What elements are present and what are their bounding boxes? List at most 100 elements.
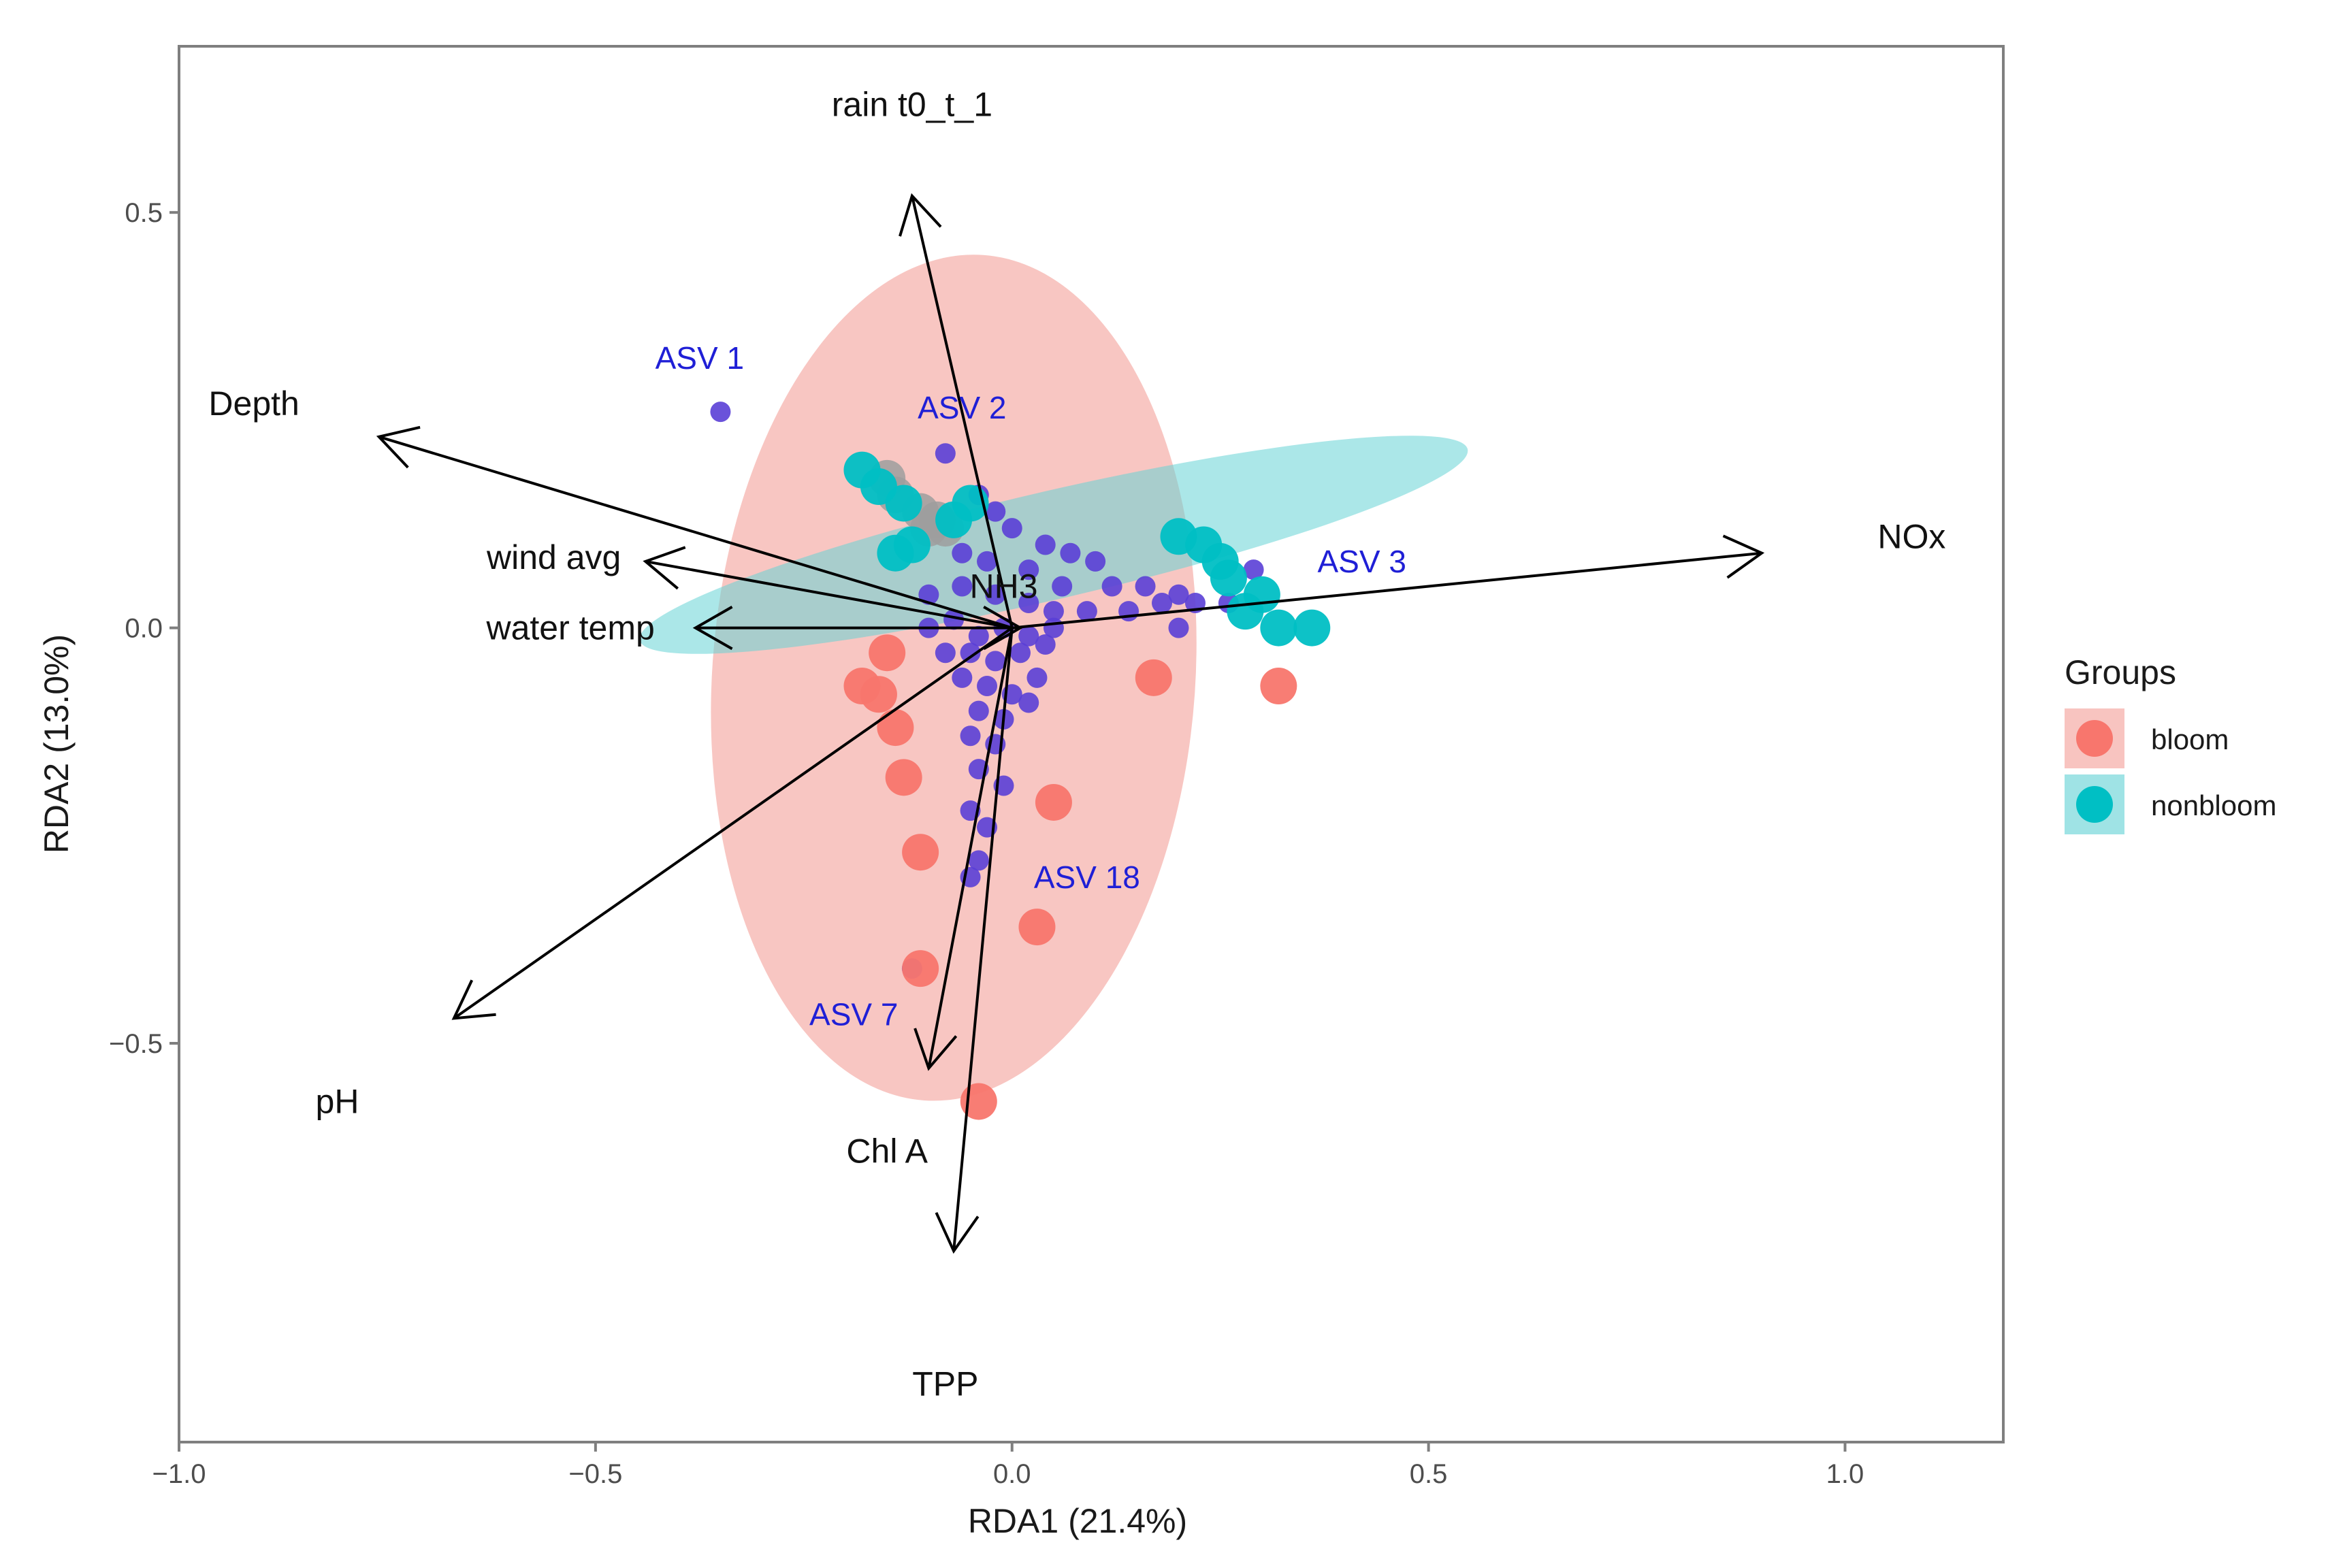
env-vector-rain-t0-t-1 (899, 193, 1014, 629)
env-vector-layer (376, 193, 1765, 1254)
species-point (1052, 576, 1073, 597)
species-point (1018, 559, 1039, 581)
species-point (960, 642, 981, 664)
env-vector-nox (1012, 534, 1765, 630)
species-point (1060, 542, 1081, 564)
species-point (960, 725, 981, 747)
y-axis-title: RDA2 (13.0%) (37, 634, 76, 853)
x-tick-label: 0.5 (1410, 1459, 1448, 1489)
env-label-chl-a: Chl A (846, 1132, 928, 1171)
sample-point-nonbloom (1210, 559, 1247, 597)
species-point (1018, 692, 1039, 713)
legend-label-nonbloom: nonbloom (2151, 789, 2276, 821)
legend-label-bloom: bloom (2151, 723, 2229, 755)
vector-line (927, 627, 1014, 1068)
env-label-tpp: TPP (912, 1365, 978, 1403)
species-point (952, 576, 973, 597)
species-point (1135, 576, 1156, 597)
species-point (1085, 551, 1106, 572)
sample-point-bloom (1018, 909, 1056, 946)
species-point (1168, 584, 1189, 605)
sample-point-bloom (869, 634, 906, 672)
env-label-wind-avg: wind avg (486, 538, 621, 576)
species-point (977, 676, 998, 697)
vector-line (1012, 551, 1762, 630)
legend-title: Groups (2065, 653, 2176, 691)
species-point (710, 402, 731, 423)
species-label-asv-7: ASV 7 (809, 996, 898, 1032)
x-tick-label: −1.0 (152, 1459, 206, 1489)
y-tick-label: 0.0 (125, 614, 163, 644)
species-point (985, 501, 1006, 522)
x-tick-label: −0.5 (568, 1459, 622, 1489)
species-point (1168, 617, 1189, 638)
species-point (1076, 601, 1097, 622)
env-label-nox: NOx (1877, 517, 1945, 555)
species-point (935, 642, 956, 664)
env-vector-wind-avg (643, 546, 1013, 630)
vector-arrowhead (643, 546, 686, 590)
legend: Groups bloom nonbloom (2065, 653, 2276, 834)
sample-point-bloom (902, 950, 939, 987)
species-label-asv-1: ASV 1 (656, 340, 744, 376)
sample-point-bloom (1035, 783, 1072, 821)
species-point (952, 542, 973, 564)
sample-point-nonbloom (1260, 609, 1297, 647)
species-label-asv-3: ASV 3 (1318, 544, 1406, 579)
species-point (1009, 642, 1031, 664)
species-point (943, 609, 965, 630)
sample-point-nonbloom (935, 501, 973, 538)
vector-arrowhead (451, 979, 496, 1020)
species-point (968, 850, 989, 871)
env-label-water-temp: water temp (485, 609, 654, 647)
env-vector-water-temp (692, 606, 1012, 651)
species-point (1043, 601, 1064, 622)
vector-line (952, 627, 1014, 1252)
species-point (1152, 592, 1173, 613)
env-vector-depth (376, 425, 1013, 630)
legend-item-nonbloom: nonbloom (2065, 774, 2276, 834)
legend-item-bloom: bloom (2065, 708, 2229, 768)
species-point (1035, 634, 1056, 655)
species-point (1001, 518, 1022, 539)
species-point (918, 584, 939, 605)
vector-arrowhead (1722, 534, 1765, 579)
vector-line (378, 435, 1013, 630)
vector-line (910, 195, 1014, 629)
vector-line (453, 626, 1013, 1020)
species-point (1101, 576, 1122, 597)
env-vector-chl-a (914, 627, 1014, 1071)
sample-point-nonbloom (1293, 609, 1331, 647)
sample-point-bloom (885, 759, 922, 796)
env-label-ph: pH (316, 1082, 359, 1120)
species-point (985, 584, 1006, 605)
vector-arrowhead (899, 193, 942, 237)
y-tick-label: 0.5 (125, 198, 163, 228)
env-label-depth: Depth (208, 385, 299, 423)
species-point (985, 651, 1006, 672)
species-point (1035, 534, 1056, 555)
species-label-asv-18: ASV 18 (1034, 860, 1140, 895)
env-vector-tpp (935, 627, 1014, 1254)
species-point (1018, 592, 1039, 613)
label-layer: rain t0_t_1 Depth wind avg water temp NH3 NOx… (208, 85, 1945, 1403)
legend-dot-nonbloom (2076, 786, 2113, 823)
sample-point-bloom (1260, 668, 1297, 705)
species-point (952, 667, 973, 688)
sample-point-bloom (860, 676, 897, 713)
species-point (1018, 625, 1039, 647)
axis-layer: −1.0 −0.5 0.0 0.5 1.0 −0.5 0.0 0.5 (109, 198, 1864, 1489)
vector-arrowhead (692, 606, 733, 651)
vector-line (645, 559, 1013, 630)
sample-point-bloom (902, 834, 939, 871)
species-point (968, 700, 989, 721)
sample-point-bloom (1135, 659, 1172, 696)
sample-point-nonbloom (877, 534, 914, 572)
species-point (1026, 667, 1048, 688)
x-tick-label: 1.0 (1826, 1459, 1864, 1489)
species-point (1243, 559, 1264, 581)
env-vector-ph (451, 626, 1013, 1020)
sample-point-bloom (877, 709, 914, 747)
species-point (977, 551, 998, 572)
